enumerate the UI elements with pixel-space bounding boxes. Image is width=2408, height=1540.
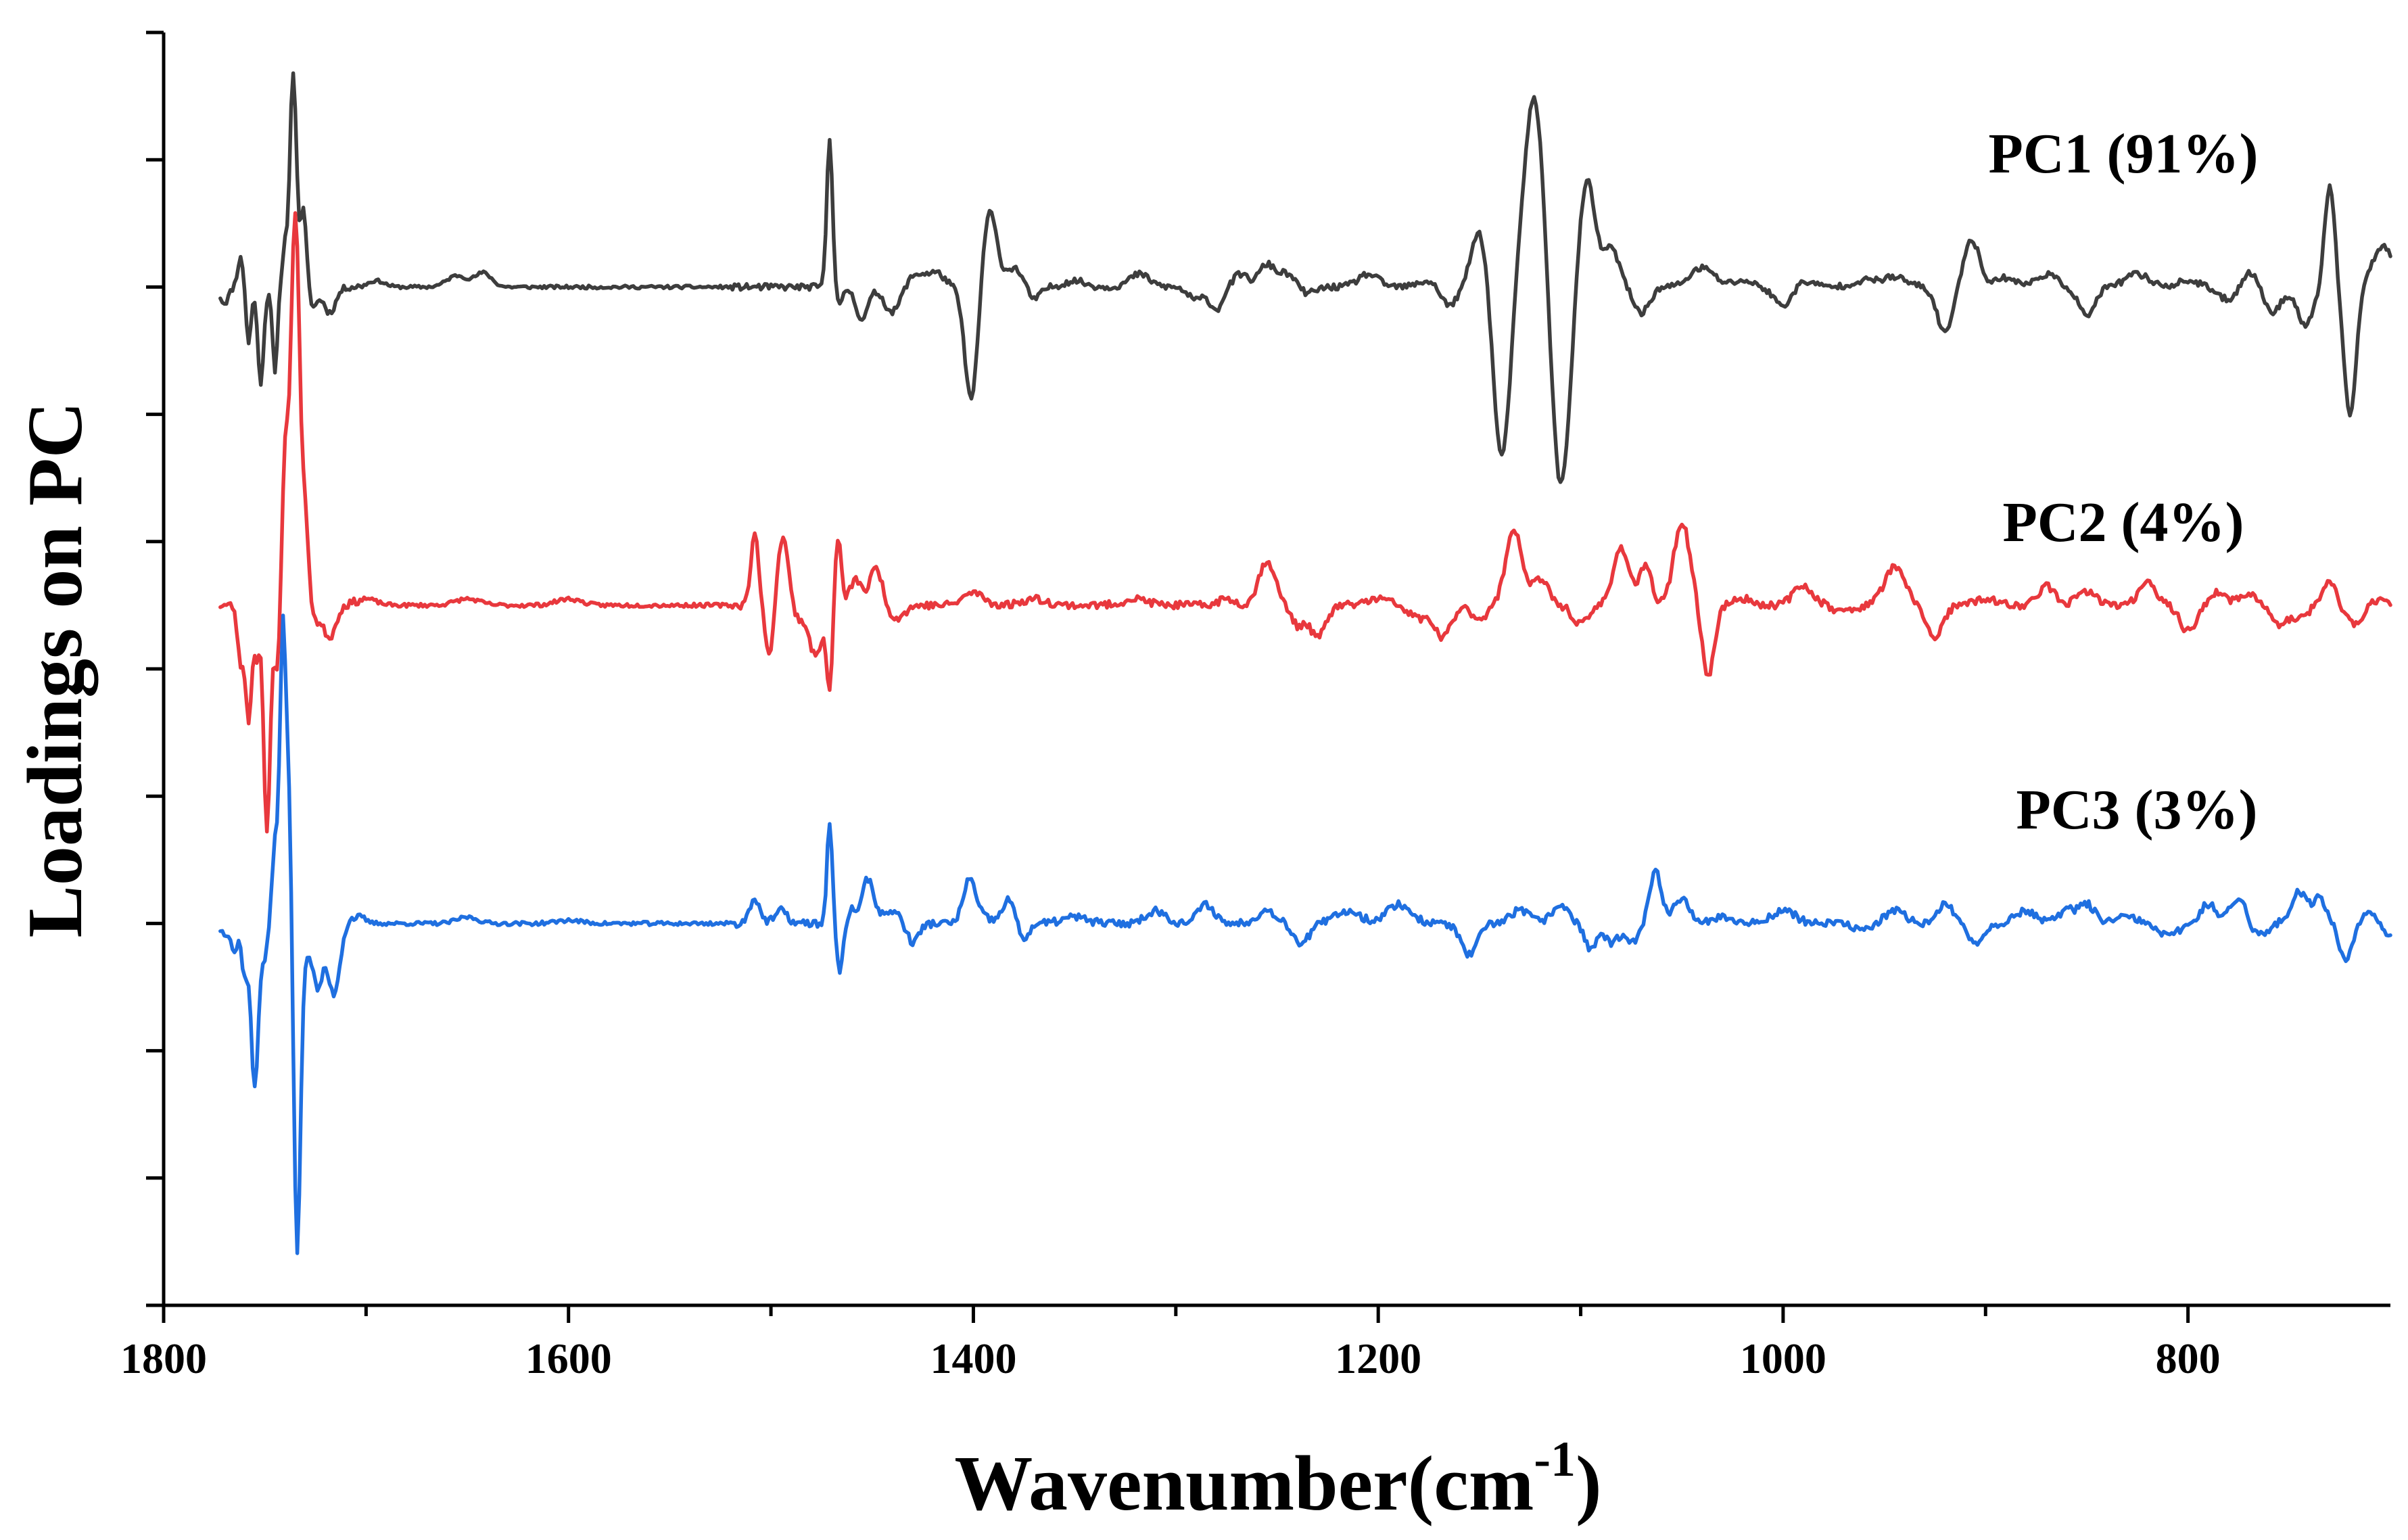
series-label-3: PC3 (3%) <box>2016 778 2258 841</box>
series-line-3 <box>218 613 2392 1255</box>
y-axis-title: Loadings on PC <box>12 402 99 938</box>
x-tick-label-1000: 1000 <box>1740 1334 1826 1382</box>
x-tick-label-1400: 1400 <box>930 1334 1016 1382</box>
x-axis-title-superscript: -1 <box>1534 1432 1576 1487</box>
x-tick-label-1600: 1600 <box>525 1334 612 1382</box>
series-labels-group: PC1 (91%) PC2 (4%) PC3 (3%) <box>1989 122 2259 841</box>
x-axis-title-close: ) <box>1576 1441 1602 1527</box>
series-label-1: PC1 (91%) <box>1989 122 2259 185</box>
x-tick-label-800: 800 <box>2156 1334 2221 1382</box>
series-group <box>218 71 2392 1255</box>
x-tick-label-1800: 1800 <box>120 1334 207 1382</box>
y-ticks-group <box>146 30 164 1307</box>
series-line-2 <box>218 211 2392 834</box>
axes-group <box>162 32 2390 1307</box>
series-label-2: PC2 (4%) <box>2003 491 2244 554</box>
series-line-1 <box>218 71 2392 484</box>
x-tick-label-1200: 1200 <box>1335 1334 1421 1382</box>
x-axis-title-main: Wavenumber(cm <box>954 1441 1534 1527</box>
x-axis-title: Wavenumber(cm-1) <box>954 1432 1601 1527</box>
x-ticks-group: 1800 1600 1400 1200 1000 800 <box>120 1305 2221 1382</box>
